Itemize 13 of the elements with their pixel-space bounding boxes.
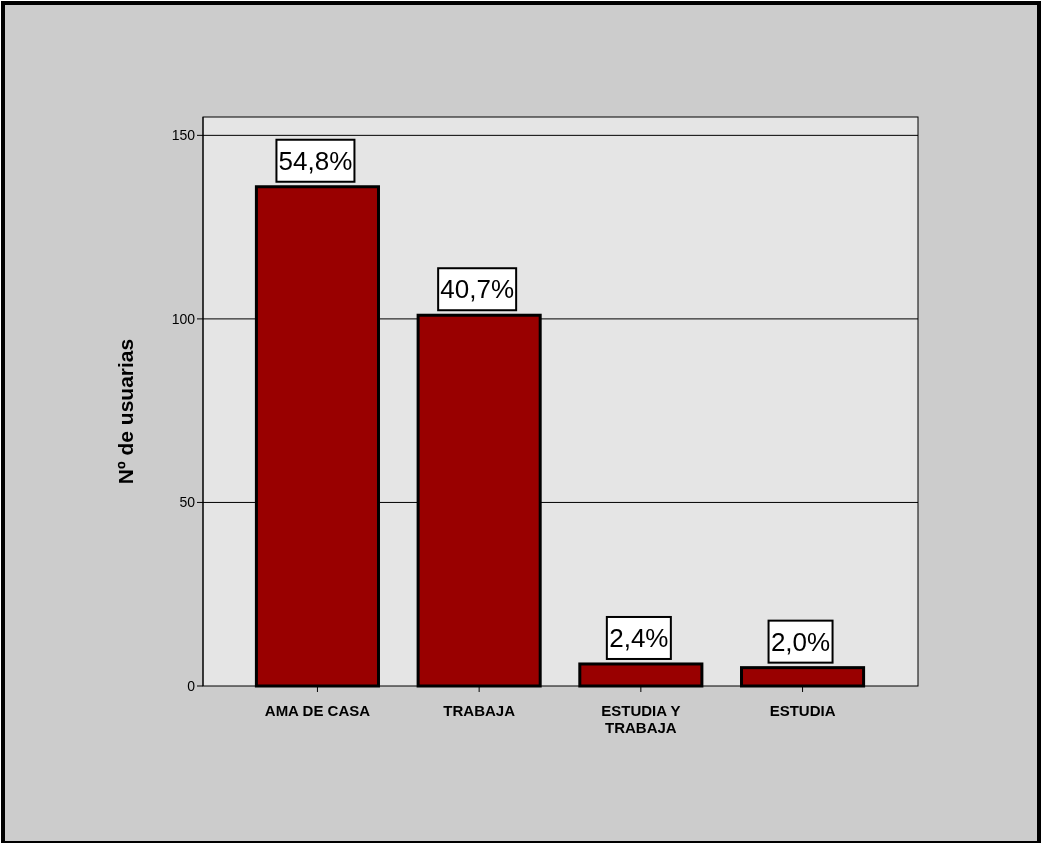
y-tick-label: 0 (187, 677, 196, 694)
y-tick-label: 50 (179, 494, 196, 511)
annotation: 2,0% (770, 626, 831, 657)
annotation: 54,8% (278, 145, 353, 176)
annotation: 2,4% (609, 623, 669, 654)
y-tick-label: 150 (171, 127, 196, 144)
x-tick-label: AMA DE CASA (264, 702, 371, 719)
y-axis-title: Nº de usuarias (114, 338, 137, 485)
annotation: 40,7% (440, 274, 515, 305)
y-tick-label: 100 (171, 310, 196, 327)
x-tick-label: TRABAJA (443, 702, 516, 719)
x-tick-label: ESTUDIA (769, 702, 836, 719)
x-tick-label: ESTUDIA Y TRABAJA (601, 702, 681, 736)
